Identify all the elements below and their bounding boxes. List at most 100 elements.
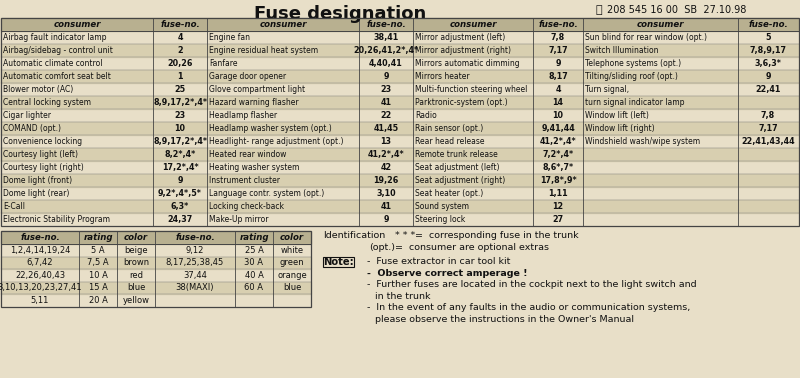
Text: fuse-no.: fuse-no. — [160, 20, 200, 29]
Text: 10: 10 — [553, 111, 563, 120]
Text: fuse-no.: fuse-no. — [748, 20, 788, 29]
Text: 23: 23 — [174, 111, 186, 120]
Text: Seat heater (opt.): Seat heater (opt.) — [415, 189, 483, 198]
Text: rating: rating — [83, 233, 113, 242]
Text: Mirrors automatic dimming: Mirrors automatic dimming — [415, 59, 520, 68]
Text: Airbag/sidebag - control unit: Airbag/sidebag - control unit — [3, 46, 113, 55]
Text: in the trunk: in the trunk — [375, 292, 430, 301]
Text: 23: 23 — [381, 85, 391, 94]
Text: 1: 1 — [178, 72, 182, 81]
Bar — [1, 70, 799, 83]
Text: Make-Up mirror: Make-Up mirror — [209, 215, 269, 224]
Text: Fuse designation: Fuse designation — [254, 5, 426, 23]
Text: consumer: consumer — [450, 20, 497, 29]
Text: Parktronic-system (opt.): Parktronic-system (opt.) — [415, 98, 508, 107]
Text: Seat adjustment (left): Seat adjustment (left) — [415, 163, 499, 172]
Text: 22,26,40,43: 22,26,40,43 — [15, 271, 65, 280]
Text: Cigar lighter: Cigar lighter — [3, 111, 51, 120]
Text: orange: orange — [277, 271, 307, 280]
Text: Engine residual heat system: Engine residual heat system — [209, 46, 318, 55]
Text: 60 A: 60 A — [245, 283, 263, 292]
Text: 7,2*,4*: 7,2*,4* — [542, 150, 574, 159]
Text: rating: rating — [239, 233, 269, 242]
Text: please observe the instructions in the Owner's Manual: please observe the instructions in the O… — [375, 315, 634, 324]
Text: red: red — [129, 271, 143, 280]
Text: Mirrors heater: Mirrors heater — [415, 72, 470, 81]
Text: Rear head release: Rear head release — [415, 137, 485, 146]
Text: Window lift (right): Window lift (right) — [585, 124, 654, 133]
Text: =  corresponding fuse in the trunk: = corresponding fuse in the trunk — [415, 231, 578, 240]
Text: Engine fan: Engine fan — [209, 33, 250, 42]
Text: 20,26,41,2*,4*: 20,26,41,2*,4* — [354, 46, 418, 55]
Text: Central locking system: Central locking system — [3, 98, 91, 107]
Text: 19,26: 19,26 — [374, 176, 398, 185]
Text: 41: 41 — [381, 98, 391, 107]
Text: Mirror adjustment (right): Mirror adjustment (right) — [415, 46, 511, 55]
Text: 10: 10 — [174, 124, 186, 133]
Text: 7,8,9,17: 7,8,9,17 — [750, 46, 786, 55]
Text: 9: 9 — [383, 215, 389, 224]
Text: 27: 27 — [553, 215, 563, 224]
Text: 3,10,13,20,23,27,41: 3,10,13,20,23,27,41 — [0, 283, 82, 292]
Text: -  Further fuses are located in the cockpit next to the light switch and: - Further fuses are located in the cockp… — [367, 280, 697, 290]
Text: 25 A: 25 A — [245, 246, 263, 255]
Text: 14: 14 — [553, 98, 563, 107]
Text: 37,44: 37,44 — [183, 271, 207, 280]
Text: Dome light (front): Dome light (front) — [3, 176, 72, 185]
Text: 25: 25 — [174, 85, 186, 94]
Text: Locking check-back: Locking check-back — [209, 202, 284, 211]
Bar — [1, 231, 311, 307]
Text: Language contr. system (opt.): Language contr. system (opt.) — [209, 189, 324, 198]
Text: Sun blind for rear window (opt.): Sun blind for rear window (opt.) — [585, 33, 707, 42]
Text: Electronic Stability Program: Electronic Stability Program — [3, 215, 110, 224]
Text: 7,8: 7,8 — [551, 33, 565, 42]
Text: Telephone systems (opt.): Telephone systems (opt.) — [585, 59, 681, 68]
Text: 9,12: 9,12 — [186, 246, 204, 255]
Text: 41,2*,4*: 41,2*,4* — [540, 137, 576, 146]
Text: 24,37: 24,37 — [167, 215, 193, 224]
Text: 7,17: 7,17 — [548, 46, 568, 55]
Text: COMAND (opt.): COMAND (opt.) — [3, 124, 61, 133]
Text: Note:: Note: — [323, 257, 354, 268]
Text: =  consumer are optional extras: = consumer are optional extras — [395, 243, 549, 251]
Text: Headlamp flasher: Headlamp flasher — [209, 111, 277, 120]
Text: 17,2*,4*: 17,2*,4* — [162, 163, 198, 172]
Text: white: white — [281, 246, 303, 255]
Text: 9,2*,4*,5*: 9,2*,4*,5* — [158, 189, 202, 198]
Text: Remote trunk release: Remote trunk release — [415, 150, 498, 159]
Text: 12: 12 — [553, 202, 563, 211]
Text: 9,41,44: 9,41,44 — [541, 124, 575, 133]
Text: Hazard warning flasher: Hazard warning flasher — [209, 98, 298, 107]
Text: Glove compartment light: Glove compartment light — [209, 85, 305, 94]
Text: 7,17: 7,17 — [758, 124, 778, 133]
Text: Radio: Radio — [415, 111, 437, 120]
Text: fuse-no.: fuse-no. — [175, 233, 215, 242]
Text: 41,45: 41,45 — [374, 124, 398, 133]
Text: 1,11: 1,11 — [548, 189, 568, 198]
Text: Garage door opener: Garage door opener — [209, 72, 286, 81]
Text: 8,9,17,2*,4*: 8,9,17,2*,4* — [153, 98, 207, 107]
Text: 8,17: 8,17 — [548, 72, 568, 81]
Text: consumer: consumer — [259, 20, 306, 29]
Text: -  In the event of any faults in the audio or communication systems,: - In the event of any faults in the audi… — [367, 304, 690, 313]
Text: 1,2,4,14,19,24: 1,2,4,14,19,24 — [10, 246, 70, 255]
Text: Multi-function steering wheel: Multi-function steering wheel — [415, 85, 527, 94]
Text: 4: 4 — [178, 33, 182, 42]
Text: 5: 5 — [766, 33, 770, 42]
Text: consumer: consumer — [54, 20, 101, 29]
Text: 10 A: 10 A — [89, 271, 107, 280]
Text: 8,2*,4*: 8,2*,4* — [164, 150, 196, 159]
Text: 20 A: 20 A — [89, 296, 107, 305]
Text: Turn signal,: Turn signal, — [585, 85, 629, 94]
Bar — [1, 44, 799, 57]
Text: 22,41,43,44: 22,41,43,44 — [741, 137, 795, 146]
Text: Airbag fault indicator lamp: Airbag fault indicator lamp — [3, 33, 106, 42]
Text: 8,9,17,2*,4*: 8,9,17,2*,4* — [153, 137, 207, 146]
Text: 40 A: 40 A — [245, 271, 263, 280]
Text: yellow: yellow — [122, 296, 150, 305]
Text: Heating washer system: Heating washer system — [209, 163, 299, 172]
Bar — [1, 122, 799, 135]
Text: 6,7,42: 6,7,42 — [26, 258, 54, 267]
Bar — [1, 200, 799, 213]
Bar — [1, 18, 799, 31]
